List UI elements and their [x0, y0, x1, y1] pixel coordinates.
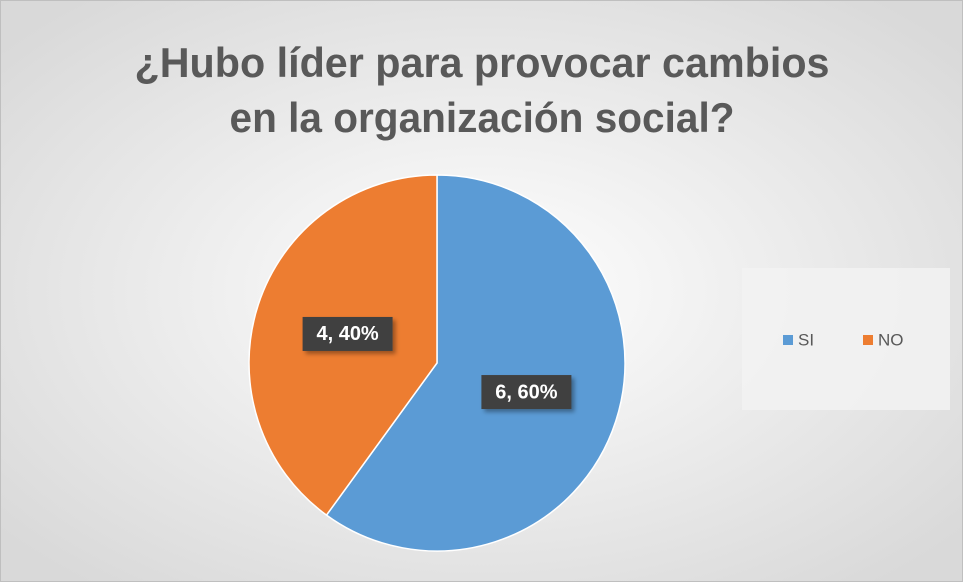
pie-slice: [325, 174, 626, 552]
data-label: 6, 60%: [495, 381, 557, 403]
legend-swatch: [783, 335, 793, 345]
legend-label: SI: [798, 330, 814, 349]
data-label-box: [302, 316, 393, 351]
legend-label: NO: [878, 330, 904, 349]
data-label: 4, 40%: [316, 323, 378, 345]
data-label-box: [481, 375, 572, 410]
chart-title: en la organización social?: [230, 94, 735, 141]
chart-title: ¿Hubo líder para provocar cambios: [135, 39, 830, 86]
legend-box: [742, 268, 950, 410]
legend-swatch: [863, 335, 873, 345]
